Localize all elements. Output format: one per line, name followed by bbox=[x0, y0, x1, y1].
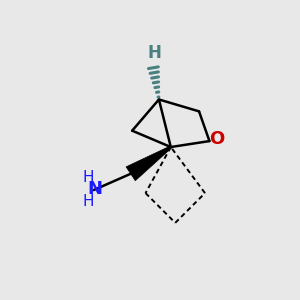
Polygon shape bbox=[126, 146, 172, 181]
Text: O: O bbox=[209, 130, 224, 148]
Text: H: H bbox=[82, 194, 94, 209]
Text: H: H bbox=[148, 44, 161, 62]
Text: H: H bbox=[82, 170, 94, 185]
Text: N: N bbox=[88, 180, 103, 198]
